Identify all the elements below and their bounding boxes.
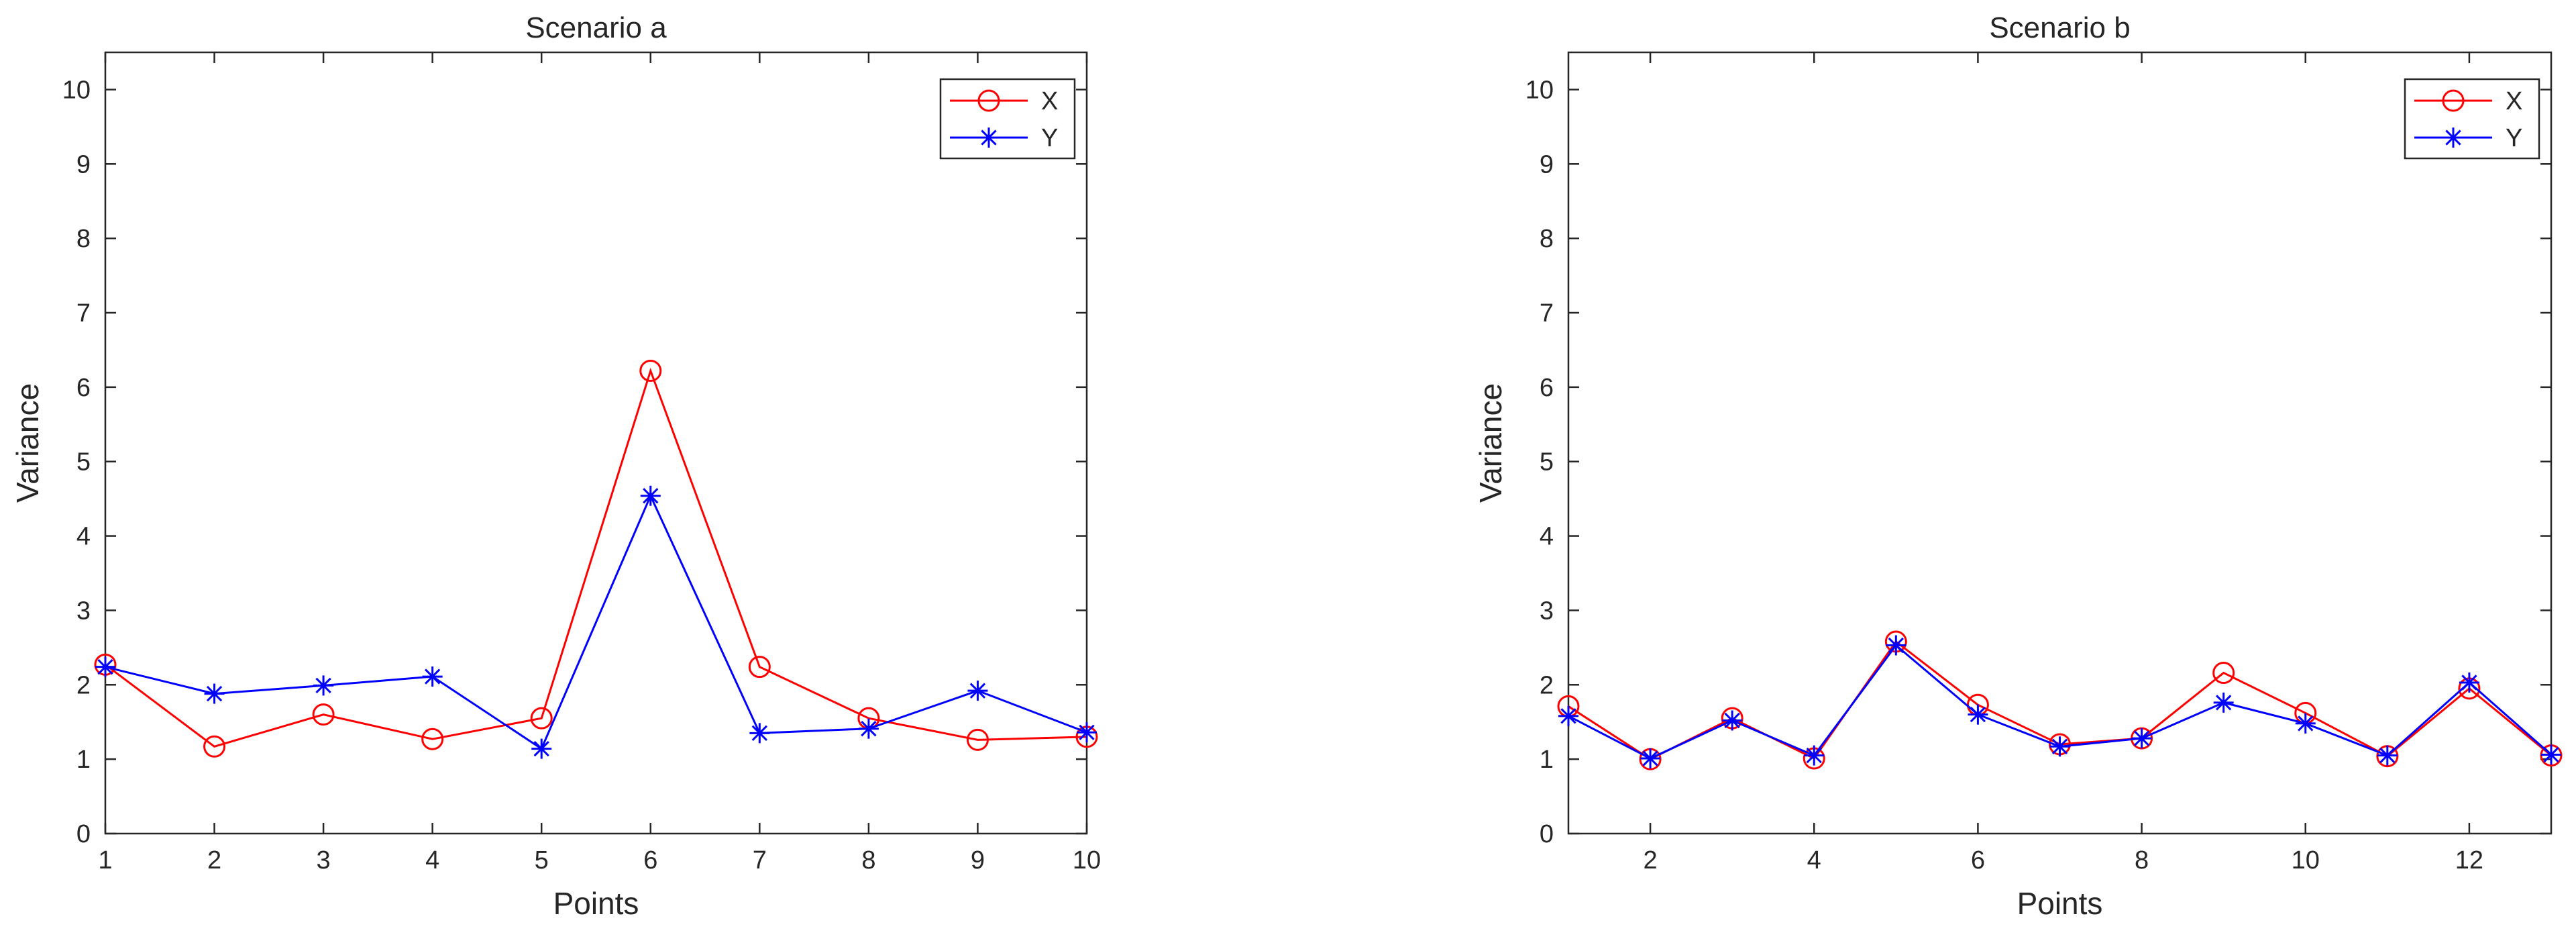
data-point-y xyxy=(422,666,443,687)
data-point-y xyxy=(640,485,661,506)
x-axis-label: Points xyxy=(2017,886,2103,921)
data-point-y xyxy=(2131,728,2152,749)
data-point-y xyxy=(95,656,115,677)
y-tick-label: 3 xyxy=(76,597,91,625)
y-axis-label: Variance xyxy=(10,383,45,503)
y-tick-label: 6 xyxy=(1540,374,1554,402)
x-tick-label: 7 xyxy=(753,846,767,875)
x-tick-label: 10 xyxy=(1073,846,1101,875)
legend-box xyxy=(2404,78,2540,160)
x-tick-label: 12 xyxy=(2455,846,2483,875)
data-point-x xyxy=(203,735,226,758)
y-tick-label: 7 xyxy=(76,299,91,328)
data-point-y xyxy=(1886,635,1907,656)
data-point-y xyxy=(2049,736,2070,757)
y-tick-label: 5 xyxy=(1540,448,1554,477)
y-tick-label: 5 xyxy=(76,448,91,477)
data-point-y xyxy=(1077,722,1097,743)
data-point-x xyxy=(2212,662,2235,685)
x-tick-label: 4 xyxy=(1807,846,1821,875)
y-tick-label: 10 xyxy=(62,76,91,104)
x-tick-label: 9 xyxy=(971,846,985,875)
data-point-y xyxy=(2377,745,2398,766)
data-point-x xyxy=(312,703,335,726)
data-point-y xyxy=(967,681,988,701)
y-tick-label: 0 xyxy=(76,820,91,848)
x-tick-label: 6 xyxy=(1971,846,1985,875)
x-tick-label: 8 xyxy=(2135,846,2149,875)
legend-marker-x xyxy=(2442,89,2465,112)
y-tick-label: 9 xyxy=(76,150,91,179)
data-point-x xyxy=(748,656,771,679)
y-tick-label: 8 xyxy=(1540,225,1554,253)
x-tick-label: 8 xyxy=(861,846,875,875)
series-line-y xyxy=(105,493,1087,750)
y-tick-label: 3 xyxy=(1540,597,1554,625)
y-tick-label: 0 xyxy=(1540,820,1554,848)
x-tick-label: 2 xyxy=(207,846,221,875)
legend-label-y: Y xyxy=(1041,124,1058,152)
chart-title: Scenario a xyxy=(525,11,667,44)
series-x xyxy=(94,359,1098,758)
legend-marker-y xyxy=(2443,128,2463,148)
data-point-y xyxy=(1804,745,1825,766)
y-tick-label: 1 xyxy=(76,746,91,774)
legend-label-y: Y xyxy=(2506,124,2522,152)
y-tick-label: 2 xyxy=(76,671,91,699)
legend-marker-y xyxy=(979,128,999,148)
x-tick-label: 3 xyxy=(317,846,331,875)
y-tick-label: 8 xyxy=(76,225,91,253)
x-tick-label: 2 xyxy=(1644,846,1658,875)
plot-area xyxy=(104,51,1088,835)
data-point-x xyxy=(639,359,662,382)
x-tick-label: 5 xyxy=(535,846,549,875)
legend-box xyxy=(939,78,1076,160)
legend: XY xyxy=(2404,78,2540,160)
data-point-y xyxy=(531,738,552,759)
y-tick-label: 1 xyxy=(1540,746,1554,774)
y-tick-label: 6 xyxy=(76,374,91,402)
x-tick-label: 10 xyxy=(2292,846,2320,875)
series-y xyxy=(95,485,1097,759)
data-point-y xyxy=(313,675,334,696)
data-point-y xyxy=(1968,704,1988,725)
data-point-x xyxy=(530,707,553,730)
y-tick-label: 2 xyxy=(1540,671,1554,699)
legend-marker-x xyxy=(977,89,1000,112)
data-point-y xyxy=(2213,692,2234,713)
plot-area xyxy=(1567,51,2553,835)
data-point-y xyxy=(2541,744,2561,765)
chart-title: Scenario b xyxy=(1989,11,2130,44)
y-tick-label: 9 xyxy=(1540,150,1554,179)
data-point-y xyxy=(1640,748,1661,769)
y-axis-label: Variance xyxy=(1473,383,1508,503)
y-tick-label: 4 xyxy=(1540,523,1554,551)
x-tick-label: 6 xyxy=(643,846,657,875)
data-point-y xyxy=(2459,672,2479,693)
x-tick-label: 4 xyxy=(425,846,439,875)
data-point-y xyxy=(1722,710,1743,731)
y-tick-label: 10 xyxy=(1525,76,1554,104)
data-point-x xyxy=(421,728,444,750)
data-point-x xyxy=(966,728,989,751)
data-point-y xyxy=(204,683,225,704)
data-point-y xyxy=(858,718,879,739)
x-axis-label: Points xyxy=(553,886,639,921)
data-point-y xyxy=(749,723,770,744)
legend: XY xyxy=(939,78,1076,160)
legend-label-x: X xyxy=(2506,87,2522,115)
series-line-x xyxy=(105,367,1087,748)
y-tick-label: 7 xyxy=(1540,299,1554,328)
legend-label-x: X xyxy=(1041,87,1058,115)
y-tick-label: 4 xyxy=(76,523,91,551)
x-tick-label: 1 xyxy=(98,846,112,875)
data-point-y xyxy=(1558,705,1578,726)
data-point-y xyxy=(2295,713,2316,734)
series-y xyxy=(1558,635,2561,769)
